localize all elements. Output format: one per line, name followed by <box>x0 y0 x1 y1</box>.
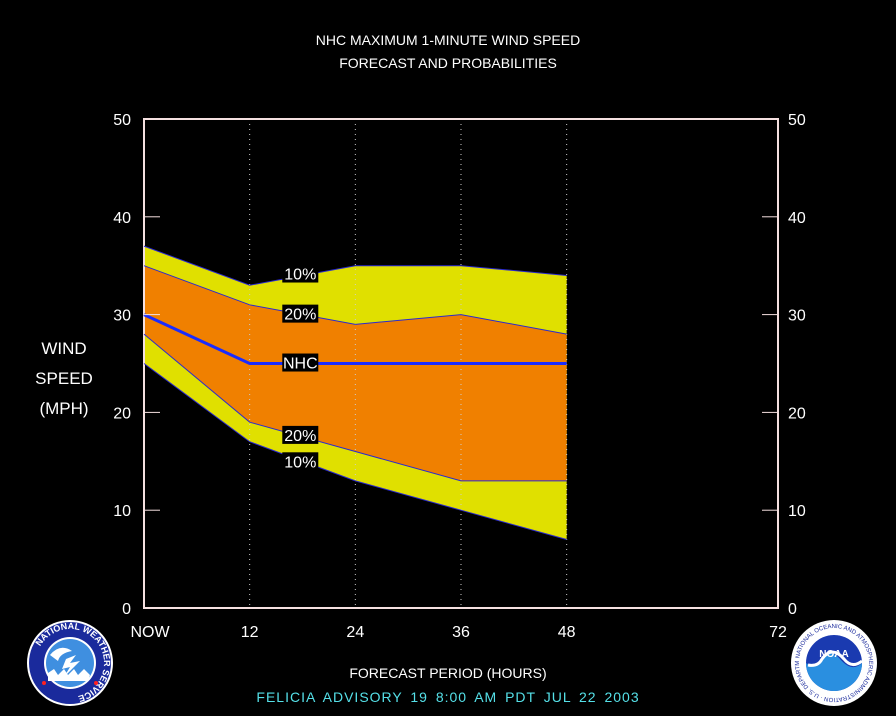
annotation-1: 20% <box>282 304 319 324</box>
annotation-label: 10% <box>284 267 316 284</box>
chart-subtitle: FORECAST AND PROBABILITIES <box>339 55 557 71</box>
annotation-label: 20% <box>284 307 316 324</box>
noaa-logo-icon: NATIONAL OCEANIC AND ATMOSPHERIC ADMINIS… <box>790 619 877 706</box>
x-tick-label: 48 <box>558 624 576 641</box>
x-tick-label: 24 <box>346 624 364 641</box>
series-line-nhc <box>143 313 567 365</box>
series-line-upper-10-pct <box>143 245 567 286</box>
noaa-logo-text: NOAA <box>819 649 848 660</box>
series-line-upper-20-pct <box>143 265 567 335</box>
y-axis-label-line-1: WIND <box>41 339 87 358</box>
series-line-lower-10-pct <box>143 363 567 541</box>
annotation-label: NHC <box>283 356 318 373</box>
x-tick-label: 36 <box>452 624 470 641</box>
annotation-2: NHC <box>282 353 319 373</box>
y-tick-label-left: 30 <box>113 308 131 325</box>
annotation-box <box>282 304 319 323</box>
y-axis-label-line-2: SPEED <box>35 369 93 388</box>
nws-logo-icon: NATIONAL WEATHER SERVICE <box>27 620 113 706</box>
x-tick-label: 12 <box>241 624 259 641</box>
annotation-box <box>282 452 319 471</box>
y-tick-label-left: 40 <box>113 210 131 227</box>
advisory-line: FELICIA ADVISORY 19 8:00 AM PDT JUL 22 2… <box>256 689 640 705</box>
y-tick-label-left: 50 <box>113 112 131 129</box>
annotation-label: 10% <box>284 454 316 471</box>
annotation-0: 10% <box>282 264 319 284</box>
y-tick-label-left: 20 <box>113 405 131 422</box>
chart-title: NHC MAXIMUM 1-MINUTE WIND SPEED <box>315 32 581 48</box>
y-tick-label-left: 10 <box>113 503 131 520</box>
y-tick-label-right: 10 <box>788 503 806 520</box>
annotation-box <box>282 425 319 444</box>
y-tick-label-right: 30 <box>788 308 806 325</box>
y-tick-label-right: 0 <box>788 601 797 618</box>
annotation-3: 20% <box>282 425 319 445</box>
annotation-box <box>282 264 319 283</box>
x-tick-label: 72 <box>769 624 787 641</box>
x-axis-label: FORECAST PERIOD (HOURS) <box>349 665 547 681</box>
y-tick-label-right: 20 <box>788 405 806 422</box>
y-axis-label-line-3: (MPH) <box>39 399 89 418</box>
y-tick-label-right: 40 <box>788 210 806 227</box>
annotation-box <box>282 353 319 372</box>
series-line-lower-20-pct <box>143 333 567 482</box>
annotation-4: 10% <box>282 452 319 471</box>
y-tick-label-left: 0 <box>122 601 131 618</box>
annotation-label: 20% <box>284 428 316 445</box>
x-tick-label: NOW <box>130 624 170 641</box>
y-tick-label-right: 50 <box>788 112 806 129</box>
